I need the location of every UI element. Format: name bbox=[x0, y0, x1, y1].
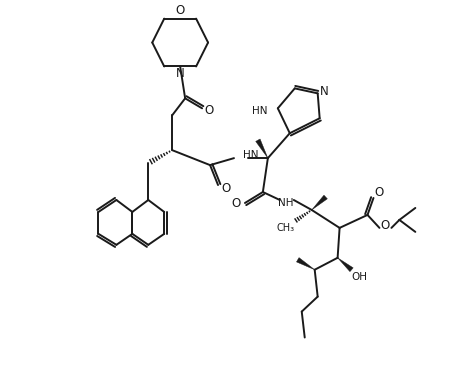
Text: O: O bbox=[380, 219, 389, 232]
Text: O: O bbox=[175, 4, 184, 17]
Polygon shape bbox=[311, 195, 327, 210]
Text: NH: NH bbox=[278, 198, 293, 208]
Polygon shape bbox=[337, 258, 353, 272]
Polygon shape bbox=[296, 258, 314, 270]
Text: O: O bbox=[374, 185, 383, 199]
Text: N: N bbox=[319, 85, 329, 98]
Text: O: O bbox=[204, 104, 213, 117]
Text: O: O bbox=[231, 197, 240, 210]
Text: CH₃: CH₃ bbox=[276, 223, 294, 233]
Text: N: N bbox=[176, 67, 184, 80]
Text: HN: HN bbox=[243, 150, 258, 160]
Text: HN: HN bbox=[252, 106, 267, 116]
Text: OH: OH bbox=[351, 272, 367, 282]
Text: O: O bbox=[221, 181, 230, 195]
Polygon shape bbox=[255, 139, 267, 158]
